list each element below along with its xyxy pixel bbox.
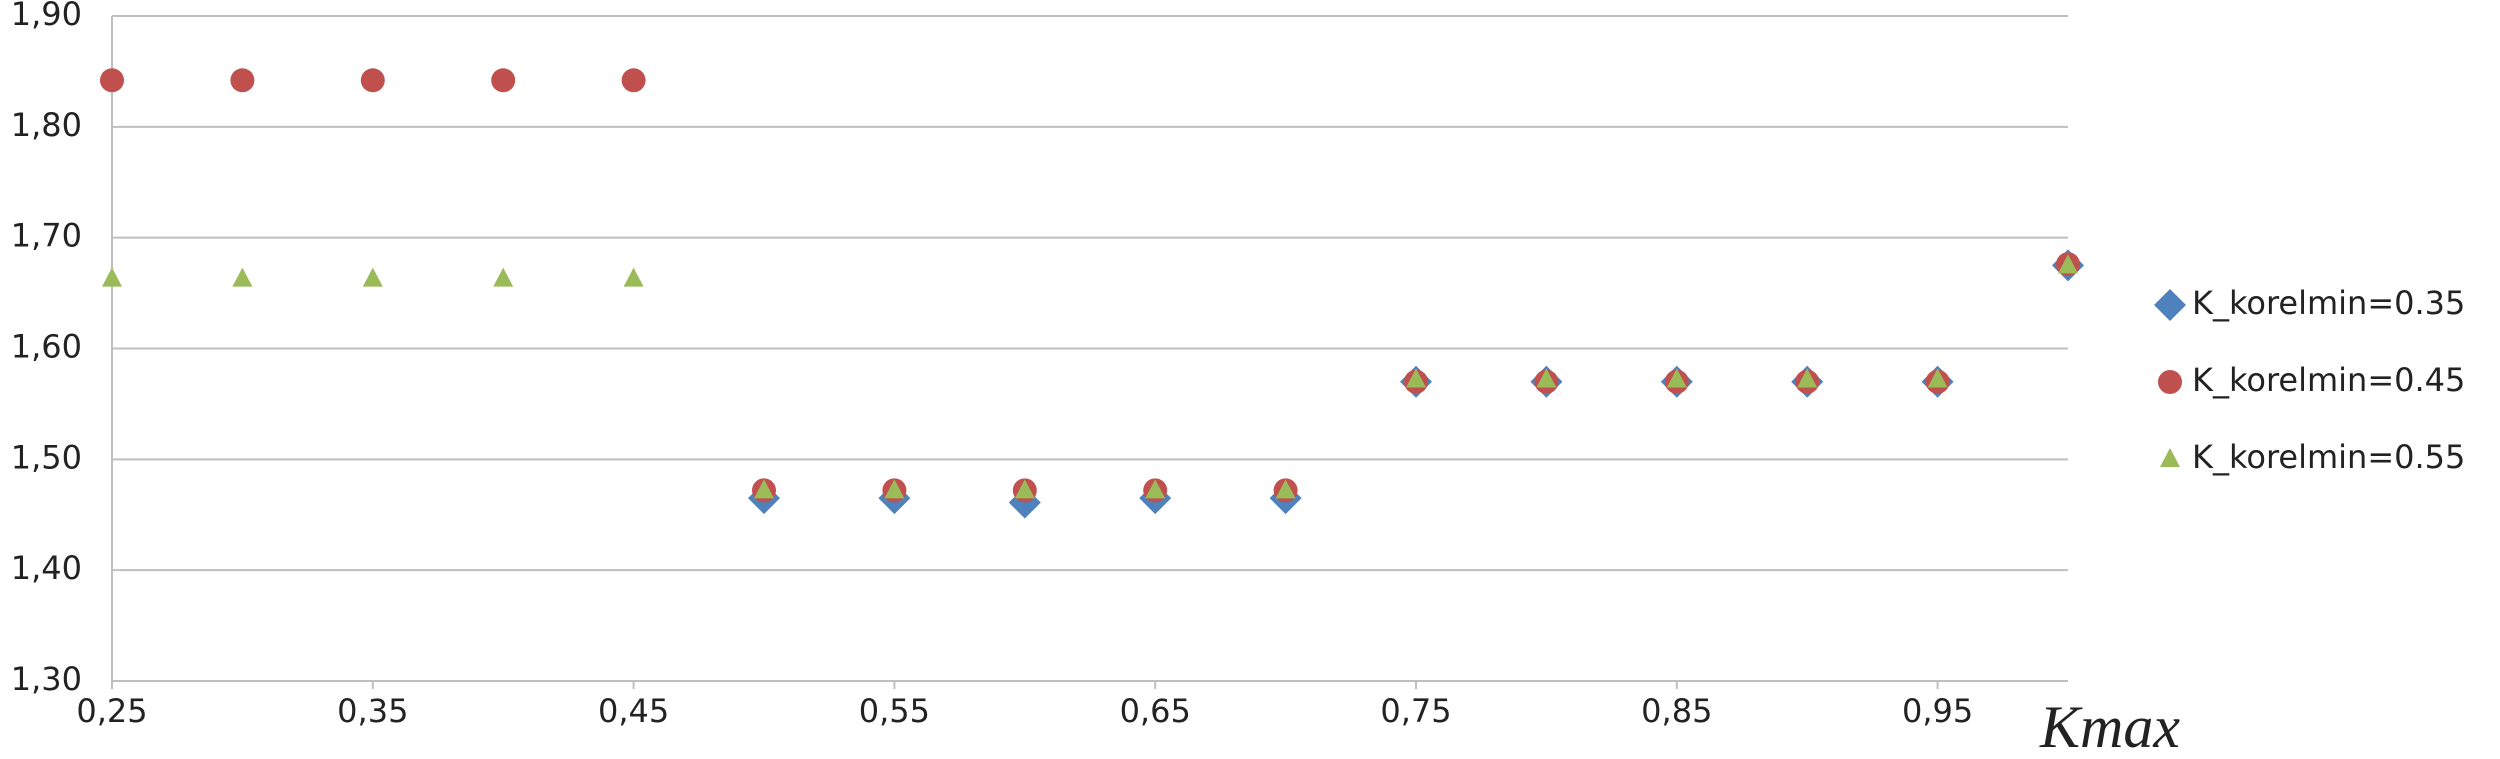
x-tick-label: 0,65 (1120, 692, 1191, 730)
point (621, 68, 646, 93)
point (232, 267, 253, 287)
legend-label: K_korelmin=0.55 (2192, 438, 2465, 476)
point (230, 68, 255, 93)
x-tick-label: 0,45 (598, 692, 669, 730)
point (1927, 368, 1948, 388)
y-tick-label: 1,90 (11, 0, 82, 33)
y-tick-label: 1,80 (11, 106, 82, 144)
x-tick-label: 0,25 (76, 692, 147, 730)
point (884, 479, 905, 499)
x-tick-label: 0,35 (337, 692, 408, 730)
x-tick-label: 0,75 (1380, 692, 1451, 730)
legend-label: K_korelmin=0.35 (2192, 284, 2465, 322)
legend-marker (2160, 448, 2180, 467)
legend-label: K_korelmin=0.45 (2192, 361, 2465, 399)
y-tick-label: 1,60 (11, 328, 82, 366)
point (362, 267, 383, 287)
point (491, 68, 516, 93)
point (1014, 479, 1035, 499)
x-tick-label: 0,55 (859, 692, 930, 730)
point (2058, 254, 2078, 274)
point (1666, 368, 1687, 388)
legend-marker (2158, 370, 2182, 394)
y-tick-label: 1,30 (11, 660, 82, 698)
point (1275, 479, 1296, 499)
point (100, 68, 124, 93)
point (102, 267, 122, 287)
x-tick-label: 0,85 (1641, 692, 1712, 730)
y-tick-label: 1,40 (11, 549, 82, 587)
point (1536, 368, 1557, 388)
y-tick-label: 1,70 (11, 217, 82, 255)
point (754, 479, 774, 499)
point (623, 267, 644, 287)
y-tick-label: 1,50 (11, 438, 82, 476)
point (1145, 479, 1166, 499)
legend-marker (2154, 289, 2186, 321)
point (360, 68, 385, 93)
x-axis-title: Kmax (2039, 694, 2180, 759)
x-tick-label: 0,95 (1902, 692, 1973, 730)
point (493, 267, 514, 287)
point (1406, 368, 1426, 388)
point (1797, 368, 1818, 388)
